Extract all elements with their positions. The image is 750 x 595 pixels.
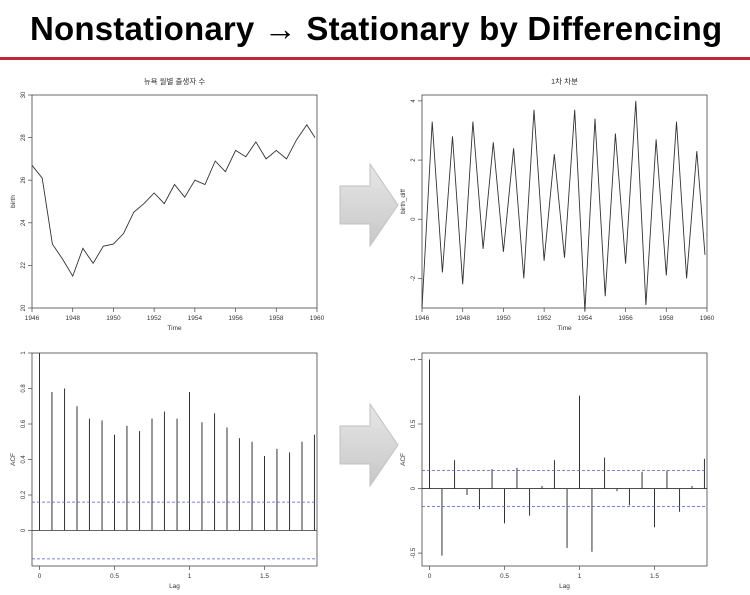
- birth-x-axis-label: Time: [167, 325, 182, 332]
- birth-series-line: [31, 123, 316, 278]
- birth-series-chart: 뉴욕 월별 출생자 수 Time birth 1946 1948 1950 1952 1954…: [10, 76, 325, 332]
- diff-x-tick-label: 1952: [537, 315, 552, 322]
- birth-y-tick-label: 28: [21, 134, 27, 141]
- diff-x-tick-label: 1946: [415, 315, 430, 322]
- diff-x-tick-label: 1960: [700, 315, 715, 322]
- birth-x-tick-label: 1946: [25, 315, 40, 322]
- diff-x-axis-label: Time: [557, 325, 572, 332]
- birth-x-tick-label: 1956: [228, 315, 243, 322]
- diff-x-tick-label: 1950: [496, 315, 511, 322]
- acf-original-chart: Lag ACF 0 0.5 1 1.5 0 0.2 0.4 0.6 0.8 1: [10, 351, 318, 590]
- acf-y-tick-label: 1: [21, 351, 27, 355]
- diff-y-axis-label: birth_diff: [400, 189, 407, 214]
- acf-x-axis-label: Lag: [169, 583, 180, 590]
- birth-x-tick-label: 1958: [269, 315, 284, 322]
- birth-y-tick-label: 30: [21, 91, 27, 98]
- birth-plot-frame: [31, 94, 318, 309]
- birth-x-tick-label: 1950: [106, 315, 121, 322]
- birth-y-tick-label: 24: [21, 219, 27, 226]
- diff-x-tick-label: 1956: [618, 315, 633, 322]
- birth-y-tick-label: 22: [21, 261, 27, 268]
- acf-diff-y-tick-label: 0.5: [411, 419, 417, 428]
- birth-y-axis-label: birth: [10, 195, 17, 208]
- acf-diff-x-tick-label: 1: [578, 573, 582, 580]
- acf-diff-x-axis-label: Lag: [559, 583, 570, 590]
- diff-x-tick-label: 1948: [455, 315, 470, 322]
- diff-y-tick-label: 2: [411, 158, 417, 162]
- birth-x-tick-label: 1960: [310, 315, 325, 322]
- slide-title: Nonstationary → Stationary by Differenci…: [30, 10, 723, 47]
- title-divider: [0, 57, 750, 60]
- diff-y-tick-label: 4: [411, 99, 417, 103]
- diff-plot-frame: [421, 94, 708, 309]
- diff-x-tick-label: 1958: [659, 315, 674, 322]
- acf-x-tick-label: 1.5: [260, 573, 269, 580]
- differenced-series-chart: 1차 차분 Time birth_diff 1946 1948 1950 1952 1954 1…: [400, 77, 715, 332]
- acf-differenced-chart: Lag ACF 0 0.5 1 1.5 -0.5 0 0.5 1: [400, 352, 708, 590]
- birth-x-tick-label: 1948: [65, 315, 80, 322]
- acf-diff-x-tick-label: 1.5: [650, 573, 659, 580]
- acf-x-tick-label: 0: [38, 573, 42, 580]
- birth-y-tick-label: 26: [21, 176, 27, 183]
- birth-x-tick-label: 1954: [188, 315, 203, 322]
- acf-y-axis-label: ACF: [10, 453, 17, 466]
- acf-y-tick-label: 0: [21, 528, 27, 532]
- acf-x-tick-label: 0.5: [110, 573, 119, 580]
- acf-diff-y-tick-label: 1: [411, 357, 417, 361]
- acf-diff-plot-frame: [421, 352, 708, 567]
- acf-y-tick-label: 0.4: [21, 455, 27, 464]
- birth-chart-title: 뉴욕 월별 출생자 수: [144, 76, 206, 86]
- diff-y-tick-label: -2: [411, 275, 417, 281]
- acf-diff-y-axis-label: ACF: [400, 453, 407, 466]
- birth-y-tick-label: 20: [21, 304, 27, 311]
- acf-plot-frame: [31, 352, 318, 567]
- diff-chart-title: 1차 차분: [551, 77, 578, 86]
- right-arrow-icon: [339, 162, 399, 248]
- diff-series-line: [421, 100, 706, 312]
- acf-y-tick-label: 0.6: [21, 419, 27, 428]
- acf-y-tick-label: 0.2: [21, 490, 27, 499]
- diff-y-tick-label: 0: [411, 217, 417, 221]
- diff-x-tick-label: 1954: [578, 315, 593, 322]
- acf-diff-x-tick-label: 0.5: [500, 573, 509, 580]
- acf-y-tick-label: 0.8: [21, 384, 27, 393]
- acf-x-tick-label: 1: [188, 573, 192, 580]
- acf-diff-y-tick-label: 0: [411, 486, 417, 490]
- acf-diff-y-tick-label: -0.5: [411, 547, 417, 558]
- acf-diff-x-tick-label: 0: [428, 573, 432, 580]
- birth-x-tick-label: 1952: [147, 315, 162, 322]
- right-arrow-icon: [339, 402, 399, 488]
